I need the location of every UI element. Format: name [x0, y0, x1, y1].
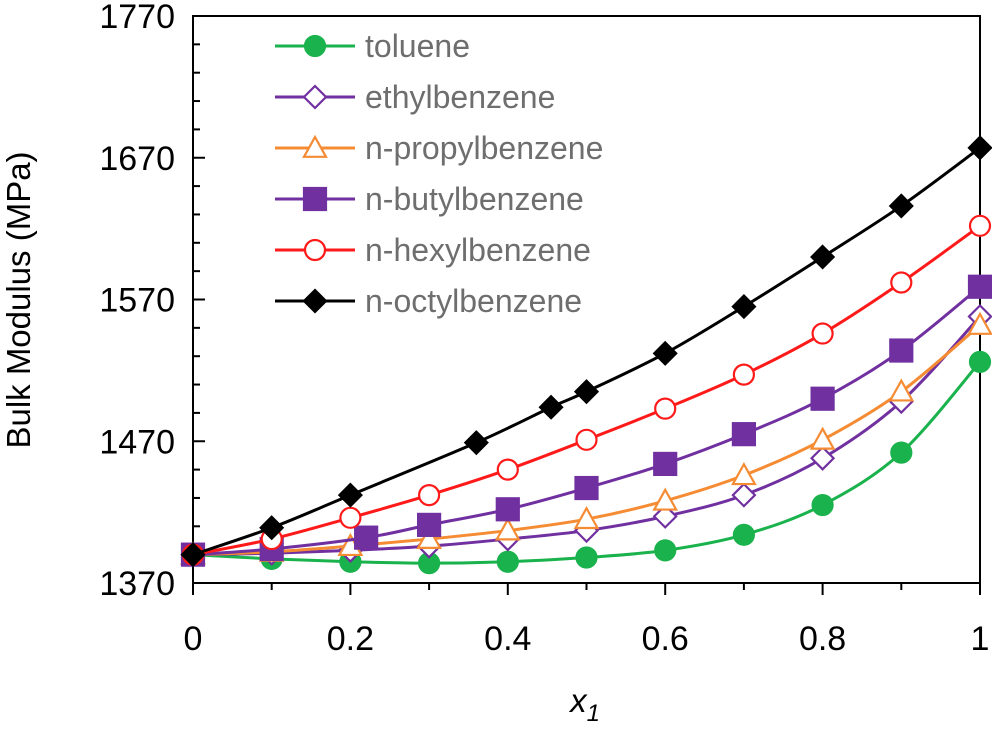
- y-tick-label: 1570: [99, 282, 175, 320]
- series-line-ethylbenzene: [192, 315, 982, 557]
- data-point-ethylbenzene: [652, 503, 678, 529]
- legend-label: n-hexylbenzene: [365, 232, 591, 268]
- legend: toluene ethylbenzene n-propylbenzene n-buty…: [275, 28, 603, 319]
- data-point-n-propylbenzene: [652, 487, 679, 511]
- data-point-n-hexylbenzene: [418, 484, 441, 507]
- axes-layer: 1370 1470 1570 1670 1770 0 0.2 0.4 0.6 0.8 1: [99, 0, 989, 658]
- legend-marker: [303, 34, 327, 58]
- y-tick-label: 1470: [99, 423, 175, 461]
- legend-label: ethylbenzene: [365, 79, 555, 115]
- data-point-toluene: [890, 441, 913, 464]
- x-tick-label: 0.8: [799, 620, 846, 658]
- data-point-n-propylbenzene: [967, 311, 992, 335]
- legend-marker: [302, 134, 328, 158]
- data-point-n-butylbenzene: [889, 338, 914, 363]
- legend-label: n-butylbenzene: [365, 181, 584, 217]
- data-point-n-butylbenzene: [731, 422, 757, 447]
- data-point-n-butylbenzene: [810, 386, 835, 411]
- data-point-toluene: [496, 550, 519, 573]
- legend-item-n-hexylbenzene: n-hexylbenzene: [275, 232, 591, 268]
- data-point-n-octylbenzene: [888, 193, 914, 219]
- x-tick-label: 0.4: [484, 620, 531, 658]
- data-point-toluene: [654, 539, 677, 562]
- data-point-n-octylbenzene: [463, 430, 489, 456]
- legend-marker: [302, 186, 328, 212]
- series-line-n-propylbenzene: [192, 323, 981, 557]
- data-point-n-hexylbenzene: [890, 271, 913, 294]
- data-point-n-octylbenzene: [573, 379, 600, 405]
- legend-label: n-propylbenzene: [365, 130, 603, 166]
- data-point-n-propylbenzene: [809, 426, 836, 450]
- x-tick-label: 0.2: [327, 620, 374, 658]
- data-point-toluene: [968, 350, 992, 373]
- legend-item-n-butylbenzene: n-butylbenzene: [275, 181, 584, 217]
- y-tick-label: 1770: [99, 0, 175, 36]
- data-point-n-octylbenzene: [180, 542, 206, 568]
- data-point-n-octylbenzene: [337, 482, 363, 508]
- data-point-n-butylbenzene: [354, 525, 379, 550]
- data-point-n-propylbenzene: [888, 378, 915, 402]
- data-point-n-butylbenzene: [574, 475, 599, 501]
- data-point-n-octylbenzene: [259, 515, 285, 541]
- x-tick-label: 0: [184, 620, 203, 658]
- data-point-n-butylbenzene: [967, 274, 992, 299]
- x-tick-label: 1: [971, 620, 990, 658]
- data-point-n-butylbenzene: [417, 512, 442, 537]
- data-point-n-hexylbenzene: [968, 214, 992, 237]
- legend-item-toluene: toluene: [275, 28, 470, 64]
- series-layer: [180, 135, 992, 575]
- x-axis-title-main: x: [568, 682, 588, 719]
- data-point-n-octylbenzene: [810, 244, 836, 270]
- data-point-n-octylbenzene: [652, 340, 678, 366]
- data-point-n-butylbenzene: [653, 451, 678, 477]
- legend-label: n-octylbenzene: [365, 283, 582, 319]
- data-point-n-hexylbenzene: [654, 397, 677, 420]
- x-tick-label: 0.6: [642, 620, 689, 658]
- legend-marker: [302, 288, 328, 314]
- y-tick-label: 1670: [99, 140, 175, 178]
- data-point-n-butylbenzene: [495, 497, 520, 522]
- x-axis-title-subscript: 1: [587, 700, 600, 727]
- data-point-n-octylbenzene: [967, 135, 992, 161]
- y-tick-label: 1370: [99, 565, 175, 603]
- legend-marker: [302, 84, 328, 110]
- data-point-n-hexylbenzene: [811, 322, 834, 345]
- data-point-ethylbenzene: [731, 482, 757, 508]
- legend-item-n-octylbenzene: n-octylbenzene: [275, 283, 582, 319]
- legend-label: toluene: [365, 28, 470, 64]
- data-point-n-octylbenzene: [538, 394, 564, 420]
- data-point-n-propylbenzene: [494, 517, 521, 541]
- data-point-toluene: [575, 546, 598, 569]
- x-axis-title: x1: [568, 682, 600, 727]
- y-axis-title: Bulk Modulus (MPa): [0, 151, 37, 448]
- data-point-toluene: [811, 493, 834, 517]
- legend-item-ethylbenzene: ethylbenzene: [275, 79, 555, 115]
- data-point-n-octylbenzene: [731, 294, 757, 320]
- data-point-n-hexylbenzene: [732, 363, 756, 386]
- legend-marker: [303, 238, 327, 262]
- data-point-n-propylbenzene: [731, 462, 757, 486]
- data-point-toluene: [732, 523, 756, 546]
- legend-item-n-propylbenzene: n-propylbenzene: [275, 130, 603, 166]
- data-point-n-hexylbenzene: [339, 506, 362, 529]
- data-point-n-hexylbenzene: [496, 458, 519, 481]
- series-n-octylbenzene: [180, 135, 992, 568]
- data-point-ethylbenzene: [810, 445, 836, 471]
- data-point-n-propylbenzene: [416, 525, 442, 549]
- data-point-n-propylbenzene: [573, 505, 600, 530]
- data-point-n-hexylbenzene: [575, 428, 598, 451]
